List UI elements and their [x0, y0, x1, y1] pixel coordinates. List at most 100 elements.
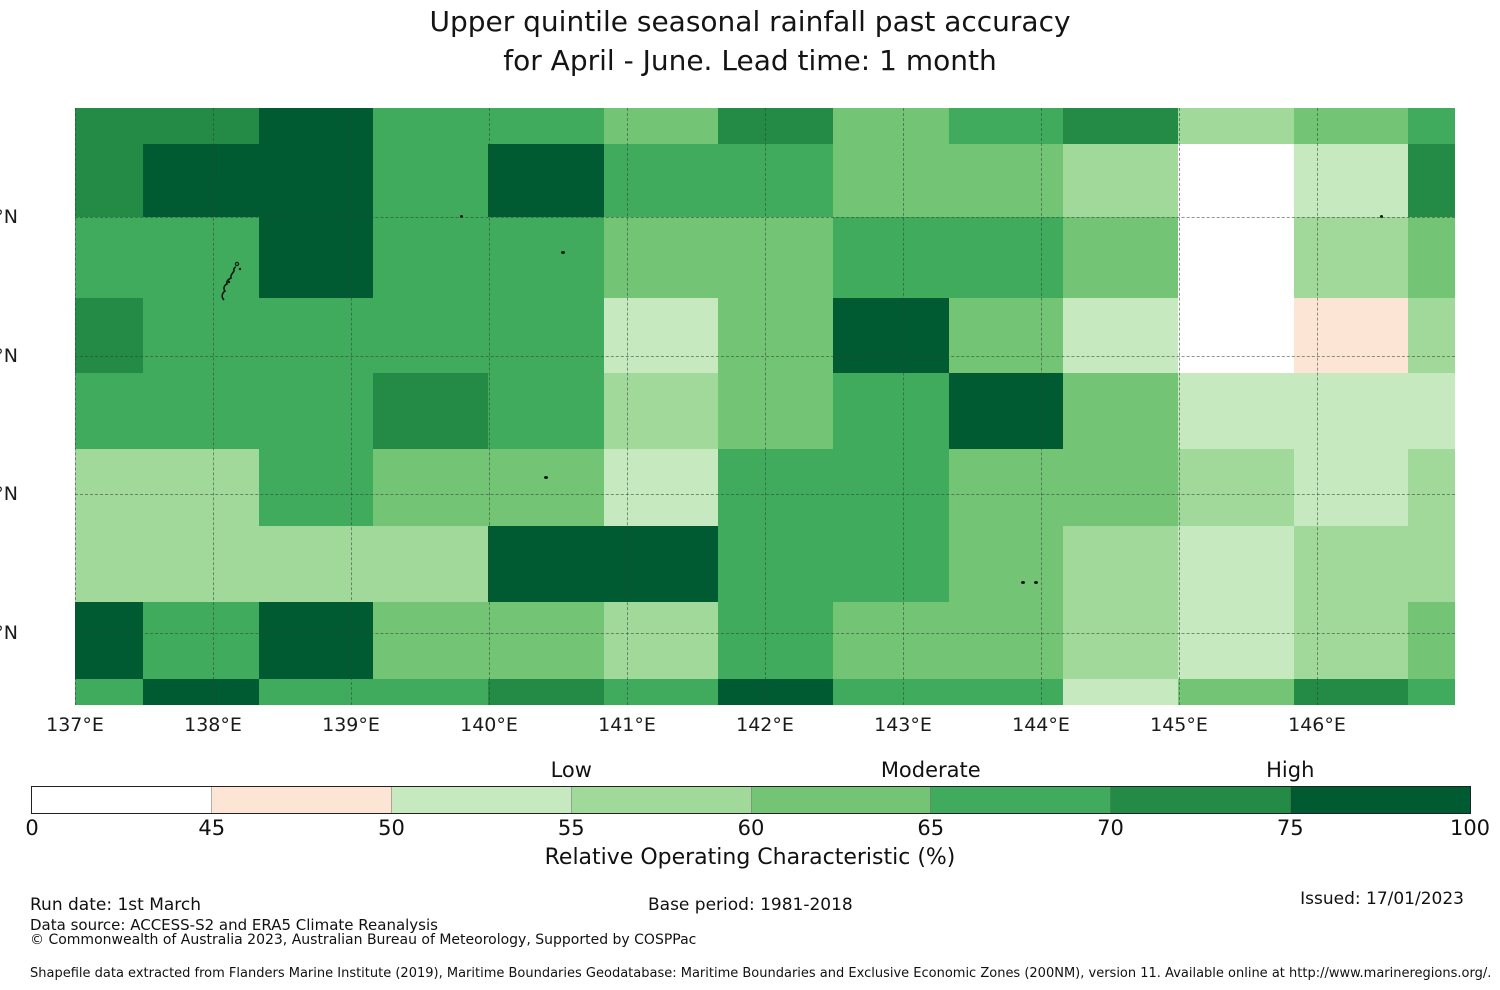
heatmap-cell [603, 372, 719, 449]
heatmap-cell [832, 602, 949, 679]
heatmap-cell [832, 217, 949, 298]
heatmap-cell [487, 217, 604, 298]
heatmap-cell [948, 217, 1064, 298]
lon-gridline [765, 108, 766, 705]
heatmap-cell [487, 602, 604, 679]
lon-gridline [1317, 108, 1318, 705]
lat-gridline [75, 632, 1455, 634]
heatmap-cell [142, 144, 259, 218]
heatmap-cell [603, 602, 719, 679]
island-outline-palau [221, 261, 242, 301]
copyright-text: © Commonwealth of Australia 2023, Austra… [30, 932, 697, 948]
heatmap-cell [1293, 678, 1409, 705]
heatmap-cell [948, 602, 1064, 679]
heatmap-cell [1177, 108, 1294, 144]
lat-tick-label: 10°N [0, 206, 18, 229]
island-outline [1021, 581, 1025, 584]
heatmap-cell [1177, 602, 1294, 679]
heatmap-cell [1063, 372, 1178, 449]
colorbar-tick-label: 50 [378, 816, 405, 840]
heatmap-cell [948, 448, 1064, 527]
lon-tick-label: 144°E [1012, 714, 1070, 736]
heatmap-cell [1408, 217, 1455, 298]
lon-gridline [213, 108, 214, 705]
colorbar-segment [751, 787, 932, 813]
data-source-text: Data source: ACCESS-S2 and ERA5 Climate … [30, 916, 438, 934]
colorbar-tick-label: 0 [25, 816, 39, 840]
island-outline [1034, 581, 1038, 584]
heatmap-cell [75, 372, 143, 449]
heatmap-cell [258, 144, 374, 218]
heatmap-cell [948, 144, 1064, 218]
heatmap-cell [258, 678, 374, 705]
lon-tick-label: 139°E [322, 714, 380, 736]
heatmap-cell [75, 217, 143, 298]
heatmap-cell [1408, 108, 1455, 144]
lat-tick-label: 9°N [0, 344, 18, 367]
heatmap-cell [1408, 372, 1455, 449]
issued-date-text: Issued: 17/01/2023 [1300, 889, 1464, 909]
heatmap-cell [1063, 144, 1178, 218]
heatmap-cell [373, 108, 488, 144]
heatmap-cell [1293, 144, 1409, 218]
heatmap-cell [832, 526, 949, 603]
colorbar-segment [1111, 787, 1292, 813]
heatmap-cell [1408, 526, 1455, 603]
heatmap-cell [258, 108, 374, 144]
heatmap-cell [258, 448, 374, 527]
heatmap-cell [948, 108, 1064, 144]
heatmap-cell [258, 372, 374, 449]
colorbar [31, 786, 1471, 814]
heatmap-cell [948, 372, 1064, 449]
heatmap-cell [718, 144, 833, 218]
colorbar-segment [211, 787, 392, 813]
heatmap-cell [487, 448, 604, 527]
heatmap-cell [1177, 372, 1294, 449]
heatmap-cell [1177, 448, 1294, 527]
lon-tick-label: 140°E [460, 714, 518, 736]
lat-gridline [75, 355, 1455, 357]
heatmap-cell [373, 297, 488, 373]
heatmap-cell [373, 448, 488, 527]
heatmap-cell [373, 678, 488, 705]
lon-gridline [1179, 108, 1180, 705]
heatmap-cell [832, 297, 949, 373]
heatmap-cell [258, 602, 374, 679]
lon-tick-label: 142°E [736, 714, 794, 736]
heatmap-cell [258, 297, 374, 373]
heatmap-cell [75, 108, 143, 144]
heatmap-cell [142, 217, 259, 298]
colorbar-segment [571, 787, 752, 813]
island-outline [460, 215, 463, 218]
lon-gridline [903, 108, 904, 705]
colorbar-segment [1291, 787, 1470, 813]
heatmap-cell [603, 678, 719, 705]
heatmap-cell [142, 678, 259, 705]
heatmap-cell [142, 526, 259, 603]
heatmap-cell [1293, 372, 1409, 449]
colorbar-category-label: Moderate [880, 758, 981, 782]
island-outline [561, 251, 565, 254]
base-period-text: Base period: 1981-2018 [648, 895, 853, 915]
heatmap-cell [1063, 602, 1178, 679]
colorbar-category-label: High [1266, 758, 1315, 782]
heatmap-cell [718, 448, 833, 527]
heatmap-cell [1408, 448, 1455, 527]
heatmap-cell [948, 297, 1064, 373]
run-date-text: Run date: 1st March [30, 895, 202, 915]
heatmap-cell [142, 602, 259, 679]
heatmap-cell [1177, 297, 1294, 373]
lat-gridline [75, 217, 1455, 219]
heatmap-cell [948, 526, 1064, 603]
heatmap-cell [487, 678, 604, 705]
heatmap-cell [603, 448, 719, 527]
heatmap-cell [1408, 297, 1455, 373]
heatmap-cell [1177, 217, 1294, 298]
lon-gridline [351, 108, 352, 705]
colorbar-tick-label: 75 [1276, 816, 1304, 840]
colorbar-tick-label: 45 [198, 816, 226, 840]
heatmap-cell [487, 108, 604, 144]
heatmap-grid: 10°N 9°N 8°N 7°N [0, 108, 1455, 705]
lon-gridline [489, 108, 490, 705]
heatmap-cell [75, 144, 143, 218]
